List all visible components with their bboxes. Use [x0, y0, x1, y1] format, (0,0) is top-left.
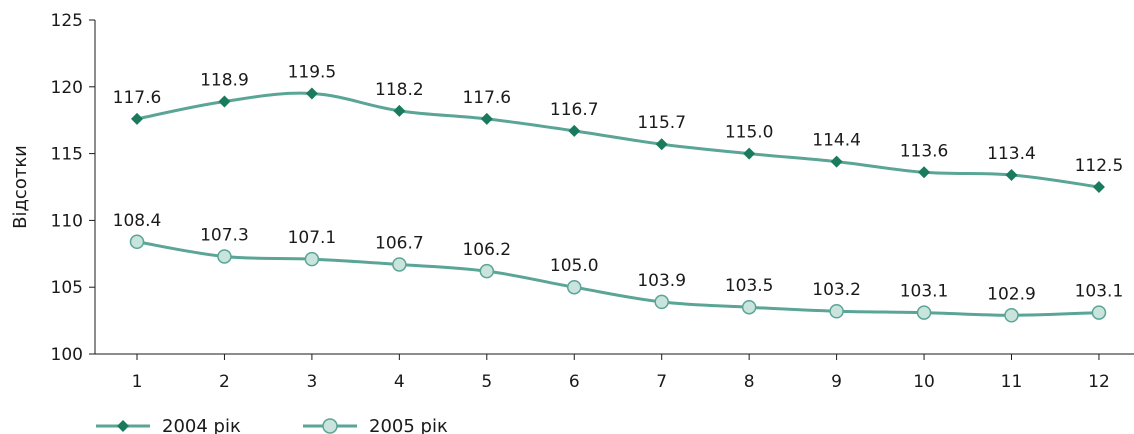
series-2005: 108.4 107.3 107.1 106.7 106.2 105.0 103.9 103.5…: [113, 211, 1124, 323]
legend-label-2004: 2004 рік: [162, 416, 241, 434]
data-point: [741, 299, 757, 315]
x-tick-label: 1: [132, 372, 143, 392]
legend-marker-2004: [117, 420, 129, 432]
data-label: 103.1: [900, 282, 949, 302]
data-point: [918, 166, 931, 179]
data-point: [305, 87, 318, 100]
data-point: [743, 147, 756, 160]
data-point: [567, 279, 582, 295]
x-axis: 1 2 3 4 5 6 7 8 9 10 11 12: [95, 353, 1134, 392]
data-label: 113.6: [900, 141, 949, 161]
data-point: [916, 305, 932, 320]
data-label: 106.7: [375, 233, 424, 253]
y-axis-title: Відсотки: [10, 145, 31, 229]
legend-label-2005: 2005 рік: [369, 416, 448, 434]
data-label: 118.2: [375, 80, 424, 100]
data-label: 108.4: [113, 211, 162, 231]
x-tick-label: 11: [1001, 372, 1023, 392]
data-label: 107.3: [200, 225, 249, 245]
x-tick-label: 3: [306, 372, 317, 392]
data-label: 105.0: [550, 256, 599, 276]
data-point: [129, 234, 145, 250]
data-point: [480, 112, 493, 125]
data-point: [218, 95, 231, 108]
x-tick-label: 2: [219, 372, 230, 392]
data-label: 103.9: [637, 271, 686, 291]
data-label: 103.2: [812, 280, 861, 300]
data-label: 116.7: [550, 100, 599, 120]
series-line: [136, 91, 1100, 189]
y-tick-label: 105: [51, 278, 83, 298]
data-label: 115.0: [725, 123, 774, 143]
x-ticks: 1 2 3 4 5 6 7 8 9 10 11 12: [132, 354, 1110, 392]
x-tick-label: 12: [1088, 372, 1110, 392]
x-tick-label: 5: [481, 372, 492, 392]
y-tick-label: 125: [51, 11, 83, 31]
data-label: 113.4: [987, 144, 1036, 164]
data-point: [568, 124, 581, 137]
data-label: 102.9: [987, 284, 1036, 304]
y-tick-label: 110: [51, 211, 83, 231]
data-point: [1005, 168, 1018, 181]
series-2004: 117.6 118.9 119.5 118.2 117.6 116.7 115.7 115.0…: [113, 62, 1124, 193]
data-point: [654, 294, 669, 310]
data-point: [830, 155, 843, 168]
data-label: 106.2: [462, 240, 511, 260]
data-label: 114.4: [812, 131, 861, 151]
data-point: [131, 112, 143, 125]
data-label: 103.1: [1075, 282, 1124, 302]
legend-marker-2005: [322, 418, 338, 434]
x-tick-label: 8: [744, 372, 755, 392]
data-label: 103.5: [725, 276, 774, 296]
y-tick-label: 115: [51, 145, 83, 165]
legend-item-2005: 2005 рік: [303, 416, 448, 434]
data-point: [1092, 181, 1105, 193]
plot-area: 117.6 118.9 119.5 118.2 117.6 116.7 115.7 115.0…: [113, 62, 1124, 323]
y-tick-label: 120: [51, 78, 83, 98]
x-tick-label: 10: [913, 372, 935, 392]
data-label: 119.5: [288, 62, 337, 82]
y-tick-label: 100: [51, 345, 83, 365]
data-label: 112.5: [1075, 156, 1124, 176]
data-label: 115.7: [637, 113, 686, 133]
x-tick-label: 6: [569, 372, 580, 392]
series-line: [136, 240, 1099, 317]
data-point: [829, 303, 844, 319]
legend: 2004 рік 2005 рік: [96, 416, 448, 434]
x-tick-label: 7: [656, 372, 667, 392]
y-ticks: 100 105 110 115 120 125: [51, 11, 95, 365]
data-point: [1004, 308, 1019, 323]
data-point: [655, 138, 668, 151]
data-point: [479, 263, 495, 279]
x-tick-label: 4: [394, 372, 405, 392]
data-point: [1091, 305, 1107, 320]
data-point: [393, 104, 406, 117]
data-point: [304, 251, 320, 267]
x-tick-label: 9: [831, 372, 842, 392]
data-label: 117.6: [462, 88, 511, 108]
data-label: 117.6: [113, 88, 162, 108]
data-point: [217, 249, 232, 264]
y-axis: 100 105 110 115 120 125 Відсотки: [10, 11, 96, 365]
legend-item-2004: 2004 рік: [96, 416, 241, 434]
data-label: 107.1: [288, 228, 337, 248]
data-point: [392, 257, 407, 272]
data-label: 118.9: [200, 70, 249, 90]
